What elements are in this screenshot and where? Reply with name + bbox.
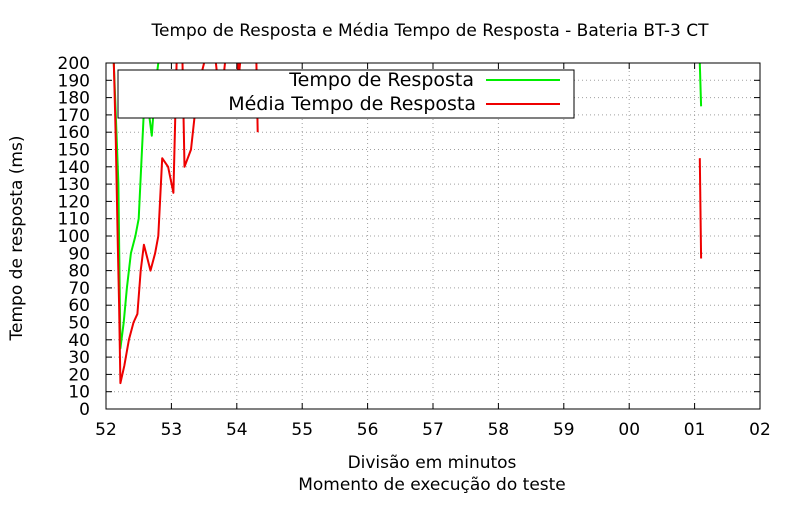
- y-tick-label: 20: [68, 365, 90, 385]
- legend-label-tempo-resposta: Tempo de Resposta: [288, 69, 474, 91]
- y-tick-label: 190: [58, 71, 90, 91]
- y-axis-label: Tempo de resposta (ms): [7, 136, 27, 342]
- x-tick-label: 00: [618, 420, 640, 440]
- x-axis-label-secondary: Momento de execução do teste: [298, 475, 566, 495]
- x-tick-label: 01: [684, 420, 706, 440]
- y-tick-label: 120: [58, 192, 90, 212]
- y-tick-label: 130: [58, 175, 90, 195]
- y-tick-label: 0: [79, 400, 90, 420]
- chart-title: Tempo de Resposta e Média Tempo de Respo…: [150, 21, 709, 41]
- x-tick-label: 54: [226, 420, 248, 440]
- y-tick-label: 150: [58, 141, 90, 161]
- y-tick-label: 80: [68, 262, 90, 282]
- y-tick-label: 110: [58, 210, 90, 230]
- grid-lines: [106, 63, 760, 409]
- x-tick-label: 53: [161, 420, 183, 440]
- y-tick-label: 90: [68, 244, 90, 264]
- y-tick-label: 60: [68, 296, 90, 316]
- series-line-media-tempo-resposta: [112, 62, 178, 385]
- x-tick-label: 02: [749, 420, 771, 440]
- legend-label-media-tempo-resposta: Média Tempo de Resposta: [228, 93, 476, 115]
- series-line-media-tempo-resposta: [698, 158, 703, 259]
- series-line-tempo-resposta: [112, 62, 160, 350]
- y-tick-label: 170: [58, 106, 90, 126]
- y-tick-label: 100: [58, 227, 90, 247]
- axis-ticks: 0102030405060708090100110120130140150160…: [58, 54, 771, 440]
- x-tick-label: 56: [357, 420, 379, 440]
- series-line-tempo-resposta: [698, 62, 703, 107]
- x-tick-label: 58: [488, 420, 510, 440]
- y-tick-label: 160: [58, 123, 90, 143]
- y-tick-label: 50: [68, 314, 90, 334]
- y-tick-label: 10: [68, 383, 90, 403]
- x-tick-label: 57: [422, 420, 444, 440]
- x-tick-label: 52: [95, 420, 117, 440]
- x-tick-label: 59: [553, 420, 575, 440]
- y-tick-label: 140: [58, 158, 90, 178]
- y-tick-label: 40: [68, 331, 90, 351]
- y-tick-label: 30: [68, 348, 90, 368]
- legend: Tempo de Resposta Média Tempo de Respost…: [117, 69, 575, 119]
- legend-box: [117, 69, 575, 119]
- y-tick-label: 200: [58, 54, 90, 74]
- y-tick-label: 180: [58, 89, 90, 109]
- x-axis-label: Divisão em minutos: [348, 453, 517, 473]
- x-tick-label: 55: [291, 420, 313, 440]
- y-tick-label: 70: [68, 279, 90, 299]
